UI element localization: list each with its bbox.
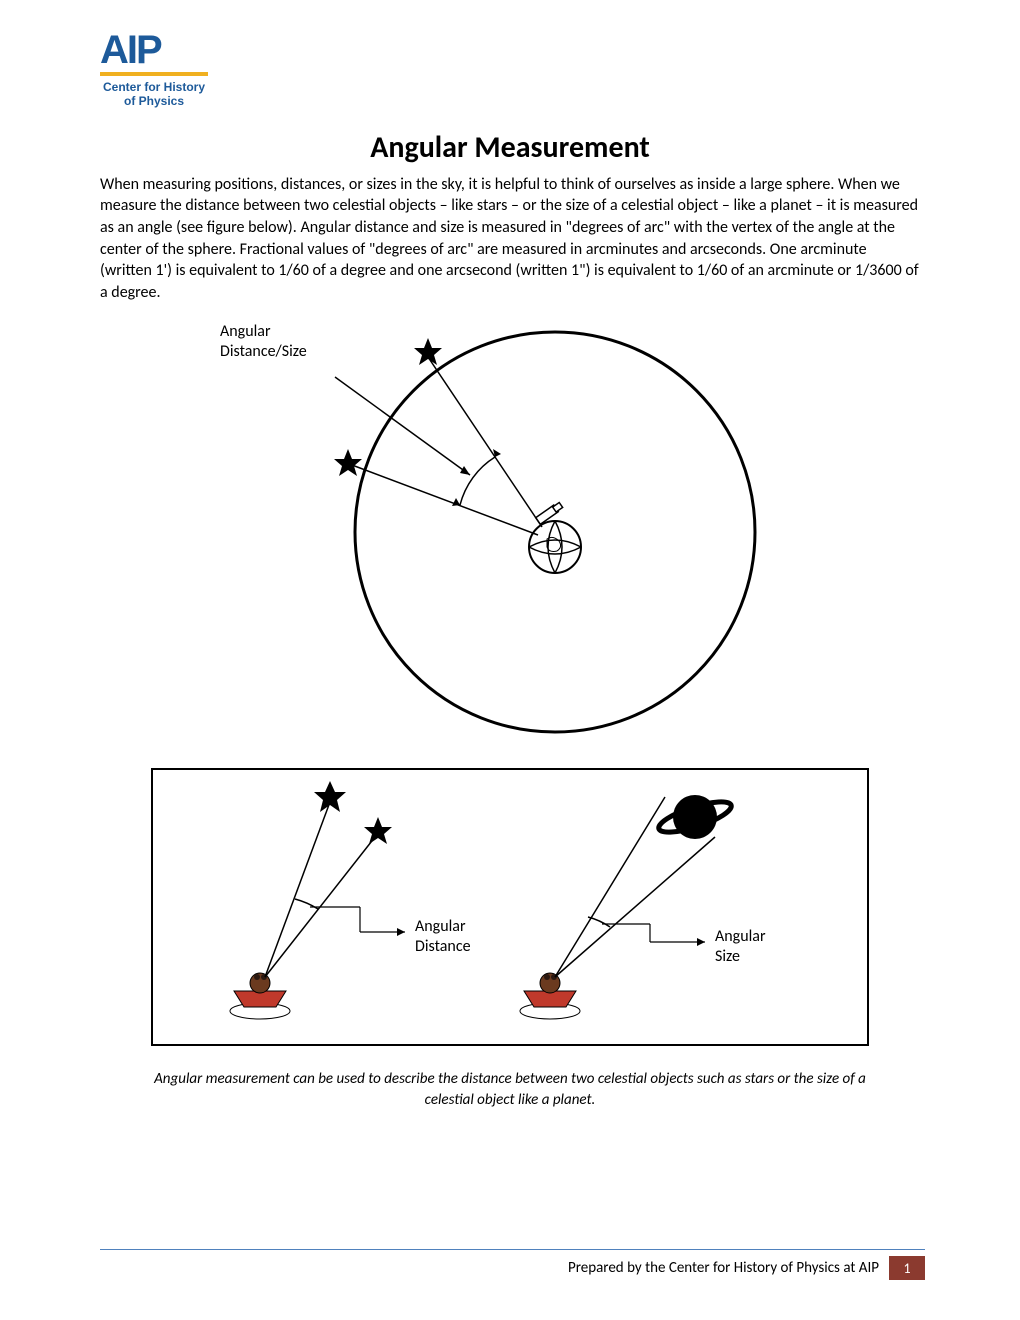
sight-line-icon [555, 837, 715, 977]
star-icon [364, 817, 392, 844]
sight-line-icon [352, 465, 538, 535]
figure-caption: Angular measurement can be used to descr… [130, 1069, 890, 1110]
logo: AIP Center for History of Physics [100, 30, 920, 109]
star-icon [314, 781, 346, 812]
star-icon [334, 449, 362, 476]
figure1-label-line: Angular [220, 322, 271, 341]
logo-sub-line: of Physics [124, 94, 184, 108]
arrowhead-icon [697, 938, 705, 946]
page-number: 1 [889, 1256, 925, 1280]
observer-icon [230, 973, 290, 1019]
logo-sub-line: Center for History [103, 80, 205, 94]
comparison-diagram [150, 767, 870, 1047]
planet-icon [656, 795, 734, 839]
logo-subtext: Center for History of Physics [100, 80, 208, 109]
logo-main-text: AIP [100, 30, 920, 70]
arrowhead-icon [460, 466, 470, 475]
figure2-right-label: Angular Size [715, 927, 766, 965]
angle-arc-icon [588, 917, 610, 927]
celestial-sphere-diagram [280, 317, 800, 747]
figure2-left-label: Angular Distance [415, 917, 471, 955]
sight-line-icon [555, 797, 665, 977]
arrowhead-icon [397, 928, 405, 936]
earth-icon [529, 521, 581, 573]
page-title: Angular Measurement [100, 129, 920, 166]
footer-rule [100, 1249, 925, 1250]
page-footer: Prepared by the Center for History of Ph… [100, 1249, 925, 1280]
figure-area: Angular Distance/Size [100, 317, 920, 1057]
body-paragraph: When measuring positions, distances, or … [100, 174, 920, 304]
star-icon [414, 338, 442, 365]
angular-distance-group [230, 781, 405, 1019]
arrowhead-icon [452, 498, 460, 506]
figure2-right-label-line: Size [715, 947, 740, 966]
sight-line-icon [265, 802, 330, 977]
figure2-right-label-line: Angular [715, 927, 766, 946]
angular-size-group [520, 795, 734, 1019]
figure2-left-label-line: Distance [415, 937, 471, 956]
footer-text: Prepared by the Center for History of Ph… [568, 1259, 879, 1277]
angle-arc-icon [460, 457, 495, 505]
sight-line-icon [428, 357, 542, 527]
logo-underline [100, 72, 208, 76]
observer-icon [520, 973, 580, 1019]
figure2-left-label-line: Angular [415, 917, 466, 936]
